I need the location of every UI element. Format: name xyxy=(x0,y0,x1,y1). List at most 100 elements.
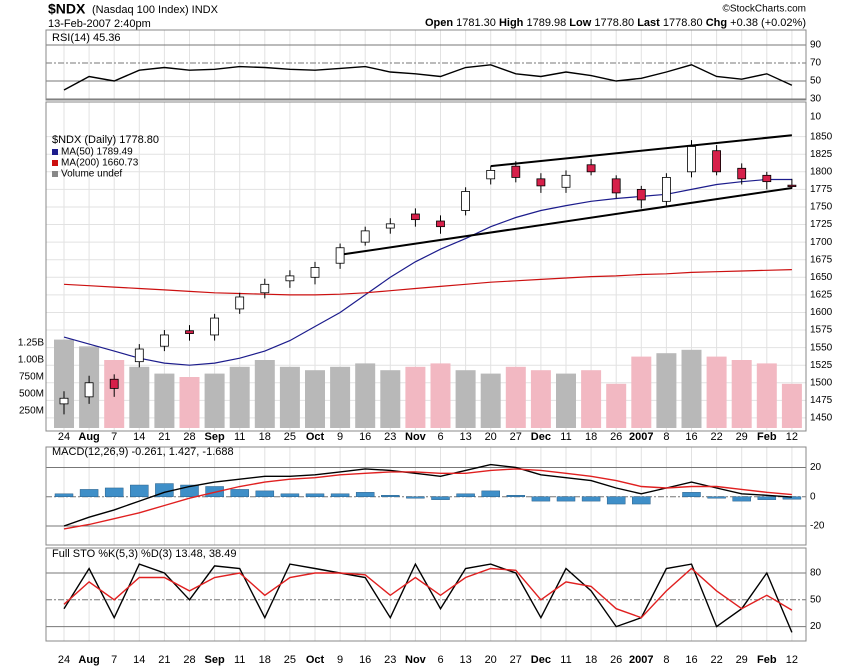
quote-value: 1781.30 xyxy=(456,17,496,29)
series-line xyxy=(63,463,792,527)
candle-body xyxy=(185,330,194,334)
candle-body xyxy=(511,165,521,178)
volume-bar xyxy=(706,356,727,428)
candle-body xyxy=(611,178,621,194)
legend-entry: MA(50) 1789.49 xyxy=(61,147,133,158)
series-line xyxy=(63,567,793,619)
y-tick-label: -20 xyxy=(810,521,825,532)
legend-entry: MA(200) 1660.73 xyxy=(61,158,139,169)
candle-body xyxy=(210,317,220,336)
volume-bar xyxy=(756,363,777,428)
quote-value: 1778.80 xyxy=(594,17,634,29)
volume-bar xyxy=(355,363,376,428)
y-tick-label: 20 xyxy=(810,462,822,473)
histogram-bar xyxy=(255,490,275,497)
histogram-bar xyxy=(757,496,777,500)
y-tick-label: 90 xyxy=(810,40,822,51)
x-tick-label: 29 xyxy=(736,431,748,443)
x-tick-label: Aug xyxy=(78,654,99,666)
x-tick-label: 27 xyxy=(510,654,522,666)
x-tick-label: 11 xyxy=(560,431,571,443)
quote-label: Open xyxy=(425,17,453,29)
x-tick-label: 22 xyxy=(710,654,722,666)
quote: Open 1781.30 High 1789.98 Low 1778.80 La… xyxy=(425,17,806,29)
y-tick-label: 30 xyxy=(810,94,822,105)
x-tick-label: 2007 xyxy=(629,431,653,443)
x-tick-label: 14 xyxy=(133,431,145,443)
candle-body xyxy=(787,184,797,187)
y-tick-label: 1650 xyxy=(810,272,833,283)
candle-body xyxy=(486,169,496,180)
volume-tick-label: 500M xyxy=(19,389,44,400)
x-tick-label: 25 xyxy=(284,431,296,443)
x-tick-label: 27 xyxy=(510,431,522,443)
quote-label: High xyxy=(499,17,524,29)
y-tick-label: 70 xyxy=(810,58,822,69)
quote-value: 1778.80 xyxy=(663,17,703,29)
histogram-bar xyxy=(230,489,249,497)
x-tick-label: 23 xyxy=(384,431,396,443)
y-tick-label: 1850 xyxy=(810,131,833,142)
candle-body xyxy=(285,275,295,282)
copyright: ©StockCharts.com xyxy=(722,4,806,15)
volume-bar xyxy=(556,373,576,428)
volume-bar xyxy=(606,383,627,428)
panel-title: MACD(12,26,9) -0.261, 1.427, -1.688 xyxy=(52,446,234,458)
panel-title: $NDX (Daily) 1778.80 xyxy=(52,134,159,146)
histogram-bar xyxy=(556,496,576,502)
x-tick-label: 18 xyxy=(259,431,271,443)
x-tick-label: 12 xyxy=(786,654,798,666)
candle-body xyxy=(260,283,270,294)
candle-body xyxy=(712,150,721,173)
volume-bar xyxy=(279,366,300,428)
volume-bar xyxy=(330,366,351,428)
volume-tick-label: 1.25B xyxy=(18,338,44,349)
histogram-bar xyxy=(180,484,199,497)
quote-label: Low xyxy=(569,17,591,29)
y-tick-label: 1550 xyxy=(810,342,833,353)
legend-entry: Volume undef xyxy=(61,169,122,180)
histogram-bar xyxy=(682,492,701,497)
x-tick-label: 21 xyxy=(158,654,170,666)
histogram-bar xyxy=(406,496,425,499)
histogram-bar xyxy=(732,496,751,502)
x-tick-label: 18 xyxy=(259,654,271,666)
candle-body xyxy=(561,174,571,188)
y-tick-label: 1625 xyxy=(810,290,833,301)
histogram-bar xyxy=(54,493,74,497)
x-tick-label: 7 xyxy=(111,654,117,666)
trendline xyxy=(490,134,793,168)
x-tick-label: 20 xyxy=(485,654,497,666)
x-tick-label: 23 xyxy=(384,654,396,666)
histogram-bar xyxy=(481,490,500,497)
candle-body xyxy=(134,348,144,363)
y-tick-label: 1725 xyxy=(810,219,833,230)
histogram-bar xyxy=(456,493,475,497)
candle-body xyxy=(536,178,546,187)
legend-swatch xyxy=(52,149,58,155)
x-tick-label: 18 xyxy=(585,654,597,666)
symbol: $NDX xyxy=(48,1,86,17)
x-tick-label: 28 xyxy=(183,654,195,666)
y-tick-label: 1500 xyxy=(810,377,833,388)
x-tick-label: 16 xyxy=(685,431,697,443)
x-tick-label: 29 xyxy=(736,654,748,666)
x-tick-label: 28 xyxy=(183,431,195,443)
y-tick-label: 1575 xyxy=(810,325,833,336)
y-tick-label: 10 xyxy=(810,112,822,123)
legend-swatch xyxy=(52,171,58,177)
series-line xyxy=(63,468,792,530)
x-tick-label: Dec xyxy=(531,431,551,443)
x-tick-label: 13 xyxy=(459,654,471,666)
candle-body xyxy=(636,188,646,201)
volume-bar xyxy=(631,356,652,428)
x-tick-label: 16 xyxy=(685,654,697,666)
candle-body xyxy=(385,223,395,229)
x-tick-label: 9 xyxy=(337,431,343,443)
panel xyxy=(45,29,807,101)
quote-value: 1789.98 xyxy=(526,17,566,29)
x-tick-label: 11 xyxy=(234,431,245,443)
candle-body xyxy=(360,230,370,243)
volume-bar xyxy=(430,363,451,428)
